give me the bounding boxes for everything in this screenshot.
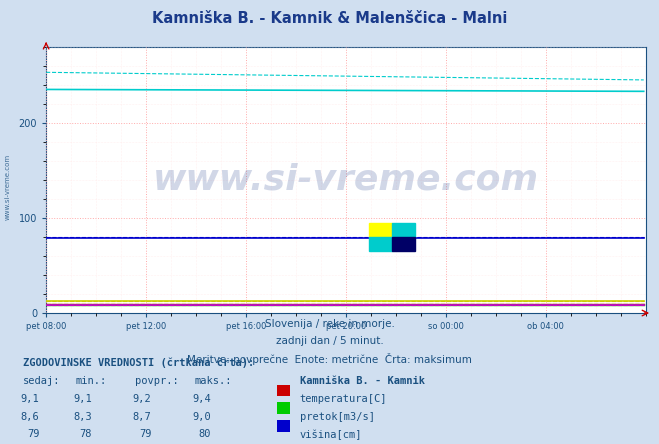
Text: 8,6: 8,6 [21,412,40,422]
Text: 78: 78 [80,429,92,440]
Bar [392,222,415,237]
Text: zadnji dan / 5 minut.: zadnji dan / 5 minut. [275,336,384,346]
Text: sedaj:: sedaj: [23,376,61,386]
Text: 8,3: 8,3 [74,412,92,422]
Text: povpr.:: povpr.: [135,376,179,386]
Text: 9,4: 9,4 [192,394,211,404]
Text: pretok[m3/s]: pretok[m3/s] [300,412,375,422]
Bar [369,222,392,237]
Text: 80: 80 [198,429,211,440]
Text: 9,0: 9,0 [192,412,211,422]
Text: Kamniška B. - Kamnik & Malenščica - Malni: Kamniška B. - Kamnik & Malenščica - Maln… [152,11,507,26]
Text: 79: 79 [27,429,40,440]
Text: 9,2: 9,2 [133,394,152,404]
Text: www.si-vreme.com: www.si-vreme.com [5,154,11,219]
Text: www.si-vreme.com: www.si-vreme.com [153,163,539,197]
Bar [392,237,415,251]
Bar [369,237,392,251]
Text: Slovenija / reke in morje.: Slovenija / reke in morje. [264,319,395,329]
Text: ZGODOVINSKE VREDNOSTI (črtkana črta):: ZGODOVINSKE VREDNOSTI (črtkana črta): [23,357,254,368]
Text: 79: 79 [139,429,152,440]
Text: maks.:: maks.: [194,376,232,386]
Text: 9,1: 9,1 [21,394,40,404]
Text: 9,1: 9,1 [74,394,92,404]
Text: min.:: min.: [76,376,107,386]
Text: Meritve: povprečne  Enote: metrične  Črta: maksimum: Meritve: povprečne Enote: metrične Črta:… [187,353,472,365]
Text: višina[cm]: višina[cm] [300,429,362,440]
Text: temperatura[C]: temperatura[C] [300,394,387,404]
Text: 8,7: 8,7 [133,412,152,422]
Text: Kamniška B. - Kamnik: Kamniška B. - Kamnik [300,376,425,386]
